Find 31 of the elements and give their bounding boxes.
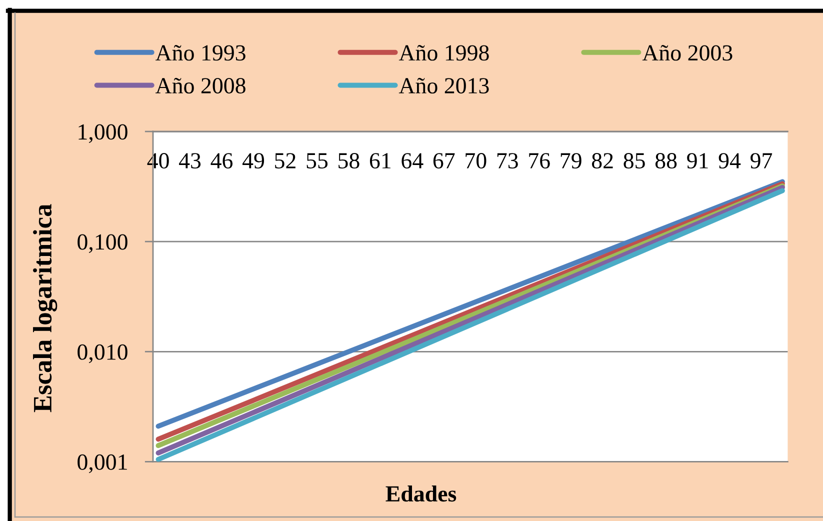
x-tick-label: 40 <box>147 153 169 169</box>
x-tick-label: 88 <box>655 153 677 169</box>
x-tick-label: 91 <box>687 153 708 169</box>
x-tick-label: 79 <box>560 153 582 169</box>
x-tick-label: 76 <box>529 153 550 169</box>
x-tick-label: 82 <box>592 153 613 169</box>
legend-label: Año 1998 <box>398 44 489 61</box>
x-tick-label: 64 <box>402 153 424 169</box>
legend-label: Año 1993 <box>155 44 246 61</box>
legend-label: Año 2003 <box>642 44 732 61</box>
x-tick-label: 52 <box>275 153 296 169</box>
x-tick-label: 85 <box>624 153 645 169</box>
x-tick-label: 94 <box>718 153 741 169</box>
x-tick-label: 70 <box>466 153 486 169</box>
x-tick-label: 73 <box>497 153 518 169</box>
x-tick-label: 67 <box>433 153 455 169</box>
y-tick-label: 0,010 <box>78 344 128 364</box>
legend-label: Año 2013 <box>398 78 489 94</box>
x-tick-label: 58 <box>338 153 360 169</box>
y-axis-title: Escala logaritmica <box>33 204 58 412</box>
y-tick-label: 1,000 <box>78 124 128 143</box>
x-tick-label: 43 <box>179 153 201 169</box>
x-tick-label: 55 <box>306 153 328 169</box>
y-tick-label: 0,100 <box>78 234 128 254</box>
x-axis-title: Edades <box>386 485 456 502</box>
x-tick-label: 61 <box>370 153 391 169</box>
legend-label: Año 2008 <box>155 78 246 94</box>
x-tick-label: 46 <box>210 153 233 169</box>
x-tick-label: 49 <box>242 153 264 169</box>
y-tick-label: 0,001 <box>78 454 127 474</box>
x-tick-label: 97 <box>750 153 772 169</box>
